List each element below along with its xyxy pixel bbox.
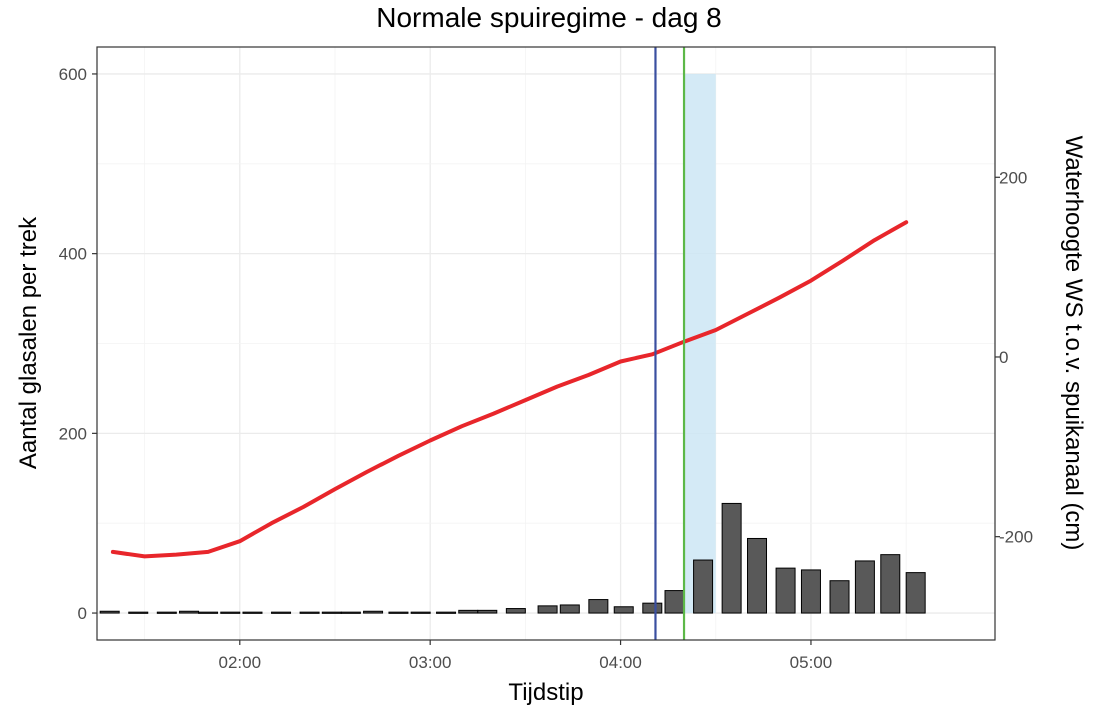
waterline-series [110,220,909,559]
bar [664,590,685,614]
x-axis-title: Tijdstip [508,679,583,706]
bar [721,502,742,614]
bar [854,560,875,614]
bar [271,611,292,614]
y-tick-label: 400 [59,245,87,264]
y2-tick-label: -200 [999,528,1033,547]
bar [242,611,263,614]
y-axis-title: Aantal glasalen per trek [15,216,42,469]
x-tick-label: 02:00 [219,653,262,672]
bar [340,611,361,614]
y-tick-label: 0 [78,604,87,623]
bar [613,606,634,614]
bar [642,602,663,614]
bar [588,599,609,614]
y2-tick-label: 200 [999,168,1027,187]
bar [537,605,558,614]
bar [220,611,241,614]
bar [477,609,498,614]
bar [458,609,479,614]
plot-border [96,46,996,641]
bar [321,611,342,614]
spui-shaded-region [684,73,716,614]
y2-axis-title: Waterhoogte WS t.o.v. spuikanaal (cm) [1060,136,1087,551]
bar [436,611,457,614]
bar [829,580,850,614]
bar [905,572,926,614]
bar-series [99,502,926,614]
bar [299,611,320,614]
bar [128,611,149,614]
bar [880,554,901,614]
bar [693,559,714,614]
bar [156,611,177,614]
bar [179,610,200,614]
bar [363,610,384,614]
bar [559,604,580,614]
bar [198,611,219,614]
vertical-markers [654,47,686,640]
bar [800,569,821,614]
y-tick-label: 200 [59,424,87,443]
bar [410,611,431,614]
y2-tick-label: 0 [999,348,1008,367]
bar [99,610,120,614]
x-axis: 02:00 03:00 04:00 05:00 [219,640,833,672]
chart-title: Normale spuiregime - dag 8 [376,2,722,33]
y-tick-label: 600 [59,65,87,84]
y-axis-left: 0 200 400 600 [59,65,97,623]
x-tick-label: 05:00 [790,653,833,672]
bar [505,608,526,614]
x-tick-label: 03:00 [409,653,452,672]
x-tick-label: 04:00 [599,653,642,672]
y-axis-right: -200 0 200 [995,168,1033,547]
bar [747,537,768,614]
bar [775,567,796,614]
bar [388,611,409,614]
